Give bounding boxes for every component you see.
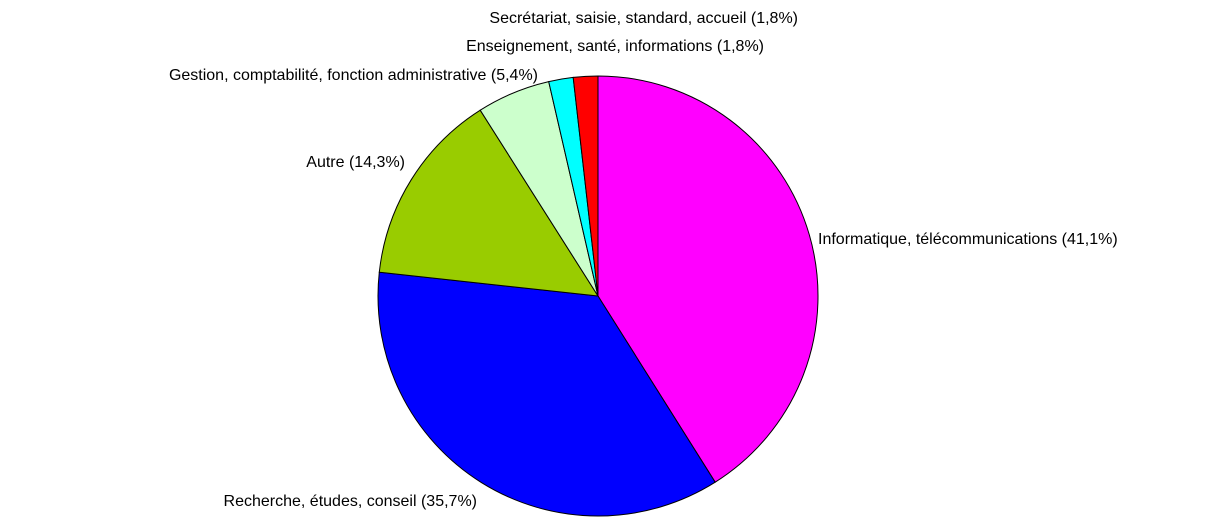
slice-label: Gestion, comptabilité, fonction administ…: [169, 67, 538, 84]
slice-label: Informatique, télécommunications (41,1%): [818, 231, 1118, 248]
pie-slice: [377, 271, 716, 517]
slice-label: Autre (14,3%): [306, 154, 405, 171]
pie-slice: [572, 75, 599, 297]
slice-label: Enseignement, santé, informations (1,8%): [466, 38, 764, 55]
slice-label: Secrétariat, saisie, standard, accueil (…: [489, 10, 798, 27]
pie-slice: [378, 109, 599, 297]
slice-label: Recherche, études, conseil (35,7%): [224, 493, 477, 510]
pie-slice: [597, 75, 819, 483]
